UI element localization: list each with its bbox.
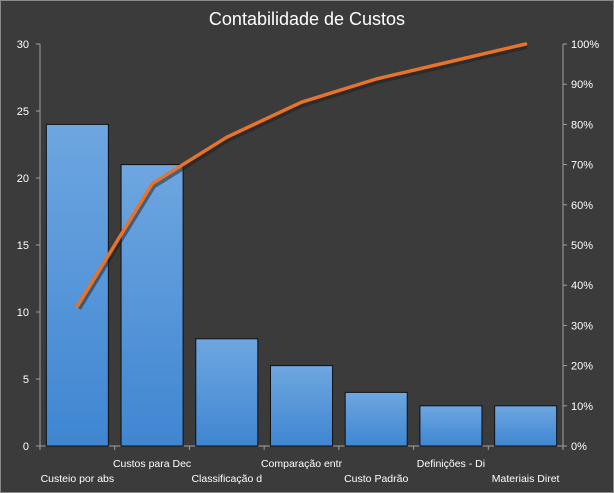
y-tick-label-left: 5 [23, 374, 29, 386]
y-tick-label-left: 20 [17, 173, 29, 185]
y-tick-label-right: 0% [571, 441, 587, 453]
category-labels: Custeio por abs Custos para DecClassifica… [41, 458, 560, 485]
y-tick-label-right: 30% [571, 320, 593, 332]
bar [195, 338, 259, 447]
bar [419, 405, 483, 447]
y-tick-label-left: 10 [17, 307, 29, 319]
chart-title: Contabilidade de Custos [209, 9, 405, 29]
category-label: Definições - Di [417, 458, 485, 470]
y-tick-label-right: 20% [571, 361, 593, 373]
bar [120, 164, 184, 447]
y-tick-label-right: 60% [571, 200, 593, 212]
category-label: Custo Padrão [344, 473, 408, 485]
line-shadow [75, 43, 528, 310]
y-tick-label-left: 0 [23, 441, 29, 453]
y-tick-label-right: 70% [571, 160, 593, 172]
y-tick-label-right: 10% [571, 401, 593, 413]
cumulative-line-path [75, 42, 528, 308]
y-tick-label-right: 100% [571, 39, 599, 51]
axes: 0 5 10 15 20 25 30 0% 10% 20% 30% 40% 50% 60% 70% 80% 90… [17, 39, 600, 453]
category-label: Comparação entr [261, 458, 343, 470]
category-label: Custos para Dec [113, 458, 191, 470]
y-tick-label-right: 90% [571, 79, 593, 91]
bar [494, 405, 558, 447]
bar-series [45, 123, 558, 447]
category-label: Classificação d [191, 473, 262, 485]
y-tick-label-left: 30 [17, 39, 29, 51]
bar [45, 123, 109, 447]
category-label: Custeio por abs [41, 473, 115, 485]
y-tick-label-right: 50% [571, 240, 593, 252]
cumulative-line [75, 42, 528, 310]
category-label: Materiais Diret [492, 473, 560, 485]
bar [269, 365, 334, 447]
bar [344, 391, 408, 447]
y-tick-label-left: 25 [17, 106, 29, 118]
y-tick-label-right: 80% [571, 119, 593, 131]
y-tick-label-left: 15 [17, 240, 29, 252]
y-tick-label-right: 40% [571, 280, 593, 292]
